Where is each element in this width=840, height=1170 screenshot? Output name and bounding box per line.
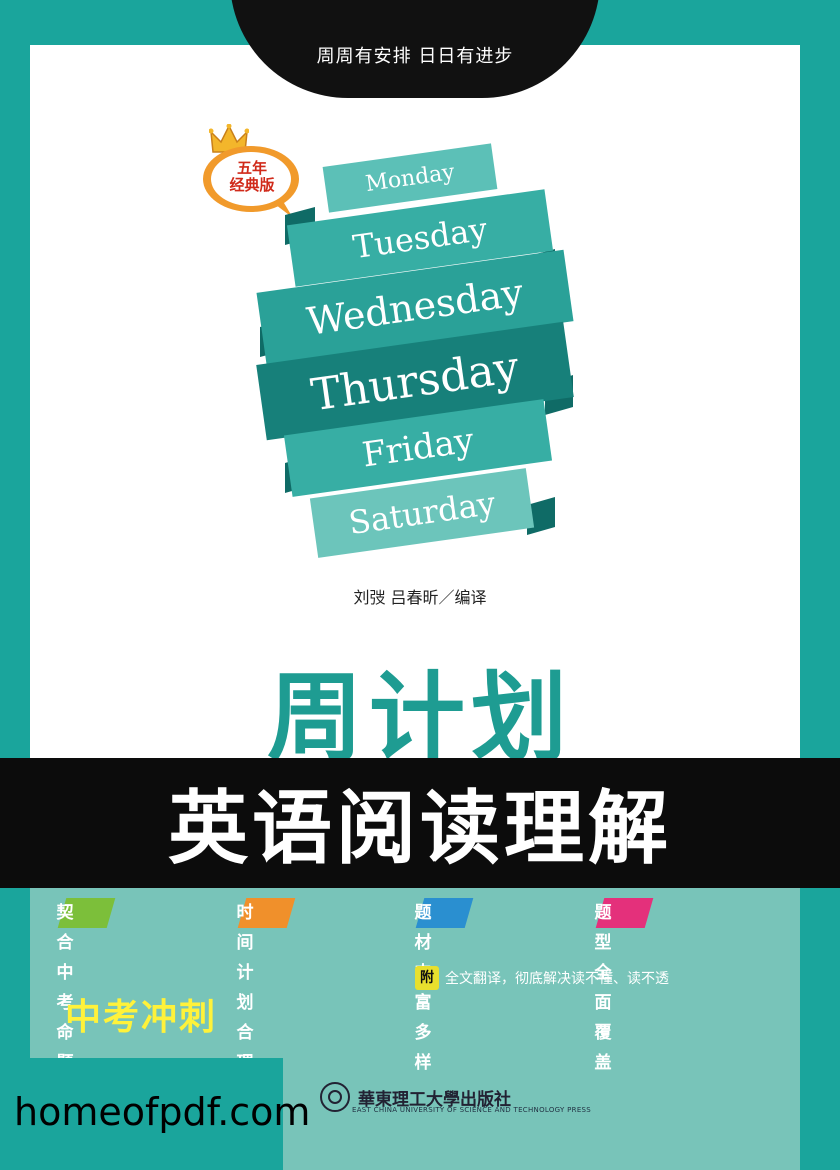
badge-line2: 经典版 — [229, 176, 275, 194]
feature-tag: 题材丰富多样 — [414, 898, 474, 1073]
publisher-logo-icon — [320, 1082, 350, 1112]
exam-subtitle: 中考冲刺 — [65, 997, 218, 1038]
badge-inner — [211, 152, 291, 206]
appendix-note: 附 全文翻译，彻底解决读不懂、读不透 — [415, 966, 669, 990]
feature-tag: 契合中考命题 — [56, 898, 116, 1073]
publisher-name: 華東理工大學出版社 — [358, 1089, 511, 1110]
ribbon-tuesday-label: Tuesday — [350, 209, 490, 267]
series-brand: 周计划 — [267, 662, 573, 774]
weekday-ribbons: Monday Tuesday Wednesday Thursday Friday… — [255, 143, 585, 585]
slogan-tab: 周周有安排 日日有进步 — [230, 0, 600, 98]
appendix-text: 全文翻译，彻底解决读不懂、读不透 — [445, 971, 669, 987]
watermark-box — [0, 1058, 283, 1170]
publisher: 華東理工大學出版社 — [320, 1082, 511, 1112]
feature-tag-label: 时间计划合理 — [236, 903, 254, 1073]
book-title: 英语阅读理解 — [168, 781, 672, 875]
edition-badge: 五年 经典版 — [197, 124, 307, 220]
ribbon-friday-label: Friday — [359, 420, 477, 476]
ribbon-saturday-label: Saturday — [346, 483, 498, 543]
ribbon-monday-label: Monday — [363, 159, 457, 197]
slogan-text: 周周有安排 日日有进步 — [316, 46, 514, 67]
badge-text: 五年 经典版 — [197, 160, 307, 194]
appendix-prefix: 附 — [415, 966, 439, 990]
bubble-tail-icon — [267, 198, 293, 218]
author-credit: 刘弢 吕春昕／编译 — [353, 588, 487, 607]
watermark-text: homeofpdf.com — [14, 1090, 311, 1134]
feature-tag: 题型全面覆盖 — [594, 898, 654, 1073]
badge-line1: 五年 — [236, 159, 267, 177]
publisher-english: EAST CHINA UNIVERSITY OF SCIENCE AND TEC… — [352, 1106, 592, 1114]
title-band — [0, 758, 840, 888]
feature-tag: 时间计划合理 — [236, 898, 296, 1073]
